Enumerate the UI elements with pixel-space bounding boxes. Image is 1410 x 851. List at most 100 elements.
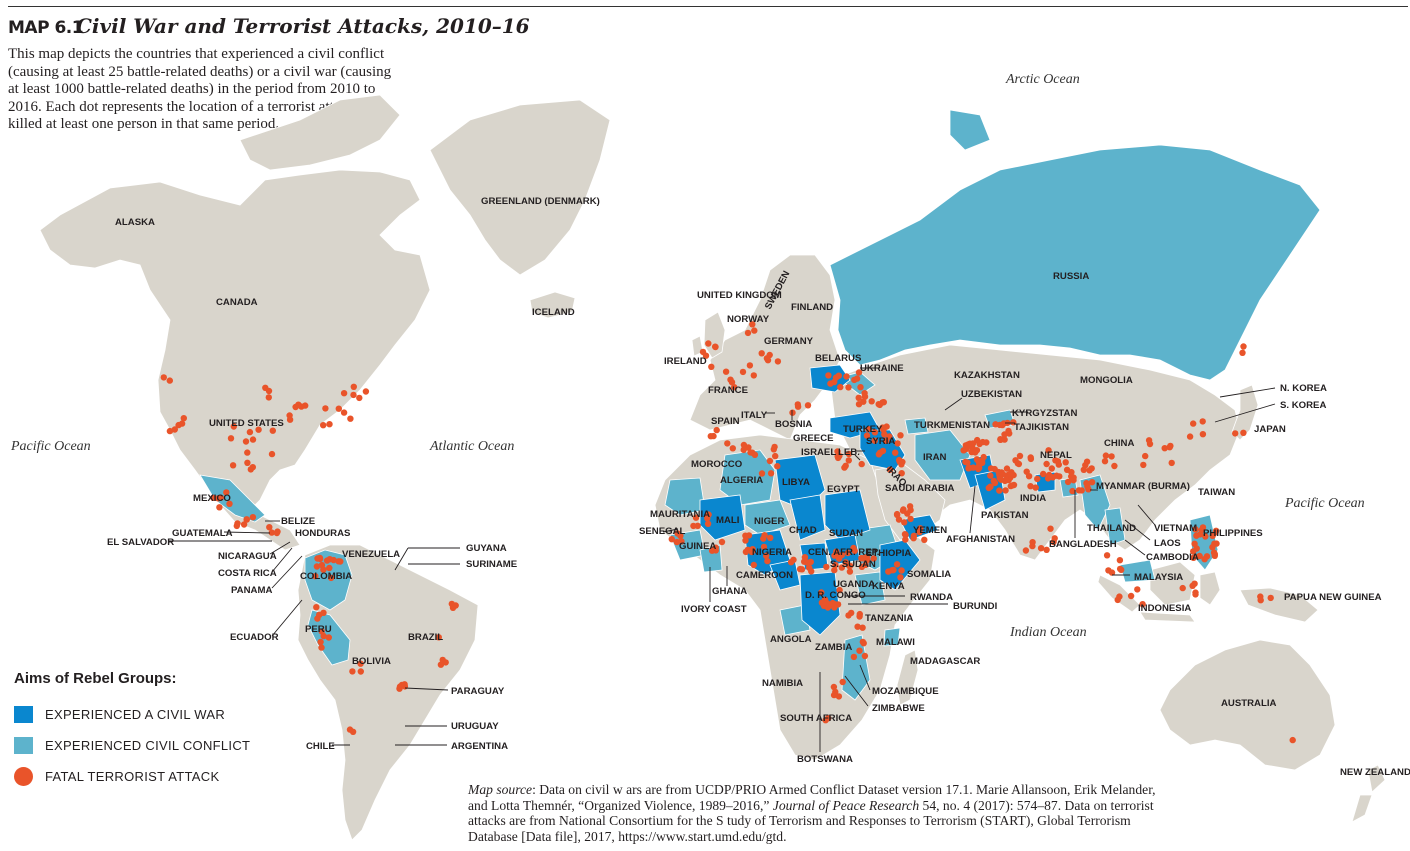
country-label: SOUTH AFRICA [780,713,852,724]
terrorist-attack-dot [854,623,861,630]
terrorist-attack-dot [439,656,446,664]
country-label: ICELAND [532,307,575,318]
country-label: MAURITANIA [650,509,710,520]
country-label: NICARAGUA [218,551,277,562]
ocean-label-arctic: Arctic Ocean [1005,72,1080,87]
terrorist-attack-dot [166,427,174,435]
terrorist-attack-dot [1068,469,1075,476]
terrorist-attack-dot [804,402,812,409]
land-java [1139,611,1196,623]
conflict-iran [914,429,971,481]
terrorist-attack-dot [1267,594,1274,602]
terrorist-attack-dot [1116,593,1123,600]
terrorist-attack-dot [335,558,342,565]
terrorist-attack-dot [858,555,865,562]
terrorist-attack-dot [858,563,866,570]
land-sulawesi [1199,571,1221,606]
terrorist-attack-dot [832,561,839,569]
terrorist-attack-dot [1062,459,1069,466]
terrorist-attack-dot [1027,454,1034,461]
terrorist-attack-dot [314,615,321,622]
terrorist-attack-dot [892,449,899,456]
terrorist-attack-dot [229,462,237,469]
terrorist-attack-dot-icon [14,767,33,786]
terrorist-attack-dot [713,426,720,434]
country-label: LEB. [838,447,860,458]
land-borneo [1149,561,1196,606]
terrorist-attack-dot [767,534,774,541]
conflict-russia [829,144,1321,381]
terrorist-attack-dot [760,543,768,551]
terrorist-attack-dot [876,401,883,409]
terrorist-attack-dot [327,574,335,582]
terrorist-attack-dot [767,470,775,477]
country-label: JAPAN [1254,424,1286,435]
terrorist-attack-dot [895,516,903,523]
terrorist-attack-dot [1239,349,1246,356]
terrorist-attack-dot [1193,532,1200,539]
country-label: KAZAKHSTAN [954,370,1020,381]
terrorist-attack-dot [750,372,757,379]
terrorist-attack-dot [704,515,711,522]
country-label: MONGOLIA [1080,375,1133,386]
terrorist-attack-dot [1002,487,1009,494]
terrorist-attack-dot [893,510,901,518]
terrorist-attack-dot [899,507,907,514]
terrorist-attack-dot [845,612,852,619]
conflict-azerbaijan [904,417,929,435]
country-label: GREENLAND (DENMARK) [481,196,600,207]
terrorist-attack-dot [774,463,781,470]
country-label: N. KOREA [1280,383,1327,394]
terrorist-attack-dot [1257,593,1264,600]
country-label: CHILE [306,741,335,752]
terrorist-attack-dot [707,433,714,440]
ocean-label-pacific-west: Pacific Ocean [10,439,91,454]
source-journal: Journal of Peace Research [772,797,920,813]
terrorist-attack-dot [808,568,815,575]
source-text-2: 54, no. 4 (2017): 574–87. Data on terror… [468,797,1154,844]
terrorist-attack-dot [1069,487,1076,495]
terrorist-attack-dot [1232,430,1239,437]
terrorist-attack-dot [839,678,846,686]
terrorist-attack-dot [846,568,854,575]
country-label: GUATEMALA [172,528,233,539]
terrorist-attack-dot [268,450,276,458]
terrorist-attack-dot [712,544,719,551]
country-label: ALGERIA [720,475,763,486]
conflict-russia-islands [949,109,991,151]
terrorist-attack-dot [234,520,241,527]
terrorist-attack-dot [894,440,901,447]
terrorist-attack-dot [1199,418,1206,425]
country-label: TAJIKISTAN [1014,422,1069,433]
terrorist-attack-dot [794,401,801,408]
conflict-algeria [719,449,776,506]
terrorist-attack-dot [898,567,905,574]
country-label: UNITED STATES [209,418,284,429]
country-label: TAIWAN [1198,487,1235,498]
terrorist-attack-dot [1186,433,1194,440]
terrorist-attack-dot [437,661,445,668]
terrorist-attack-dot [881,431,888,438]
terrorist-attack-dot [890,566,897,574]
terrorist-attack-dot [1140,461,1147,469]
country-label: CAMBODIA [1146,552,1199,563]
country-label: SENEGAL [639,526,686,537]
terrorist-attack-dot [249,464,256,471]
terrorist-attack-dot [320,632,327,640]
terrorist-attack-dot [244,449,251,456]
terrorist-attack-dot [1003,476,1010,483]
terrorist-attack-dot [1040,470,1047,478]
terrorist-attack-dot [215,495,222,502]
country-label: CEN. AFR. REP. [808,547,879,558]
terrorist-attack-dot [1010,419,1017,426]
terrorist-attack-dot [830,683,838,691]
terrorist-attack-dot [226,500,233,507]
terrorist-attack-dot [1025,473,1033,480]
terrorist-attack-dot [1001,436,1008,443]
terrorist-attack-dot [330,556,337,564]
terrorist-attack-dot [677,532,684,539]
leader-vietnam [1137,504,1156,526]
terrorist-attack-dot [1196,552,1203,560]
legend-label: EXPERIENCED CIVIL CONFLICT [45,738,251,753]
country-label: COLOMBIA [300,571,352,582]
